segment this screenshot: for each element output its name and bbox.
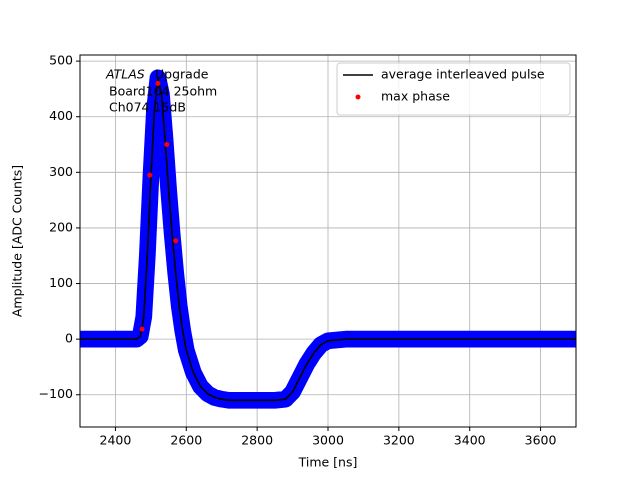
y-axis-label: Amplitude [ADC Counts] xyxy=(10,165,25,317)
y-tick-label: 100 xyxy=(49,275,73,290)
legend: average interleaved pulse max phase xyxy=(336,62,571,116)
annotation-line: Ch074 15dB xyxy=(109,100,186,115)
data-point xyxy=(155,80,161,86)
plot-area xyxy=(80,69,576,409)
y-tick-label: 200 xyxy=(49,219,73,234)
data-point xyxy=(164,142,170,148)
legend-label: average interleaved pulse xyxy=(381,67,545,82)
legend-box xyxy=(336,62,571,116)
x-axis-label: Time [ns] xyxy=(298,455,358,470)
y-tick-label: 300 xyxy=(49,164,73,179)
annotation-line: Upgrade xyxy=(155,67,209,82)
legend-marker xyxy=(355,94,361,100)
y-tick-label: −100 xyxy=(39,386,73,401)
y-tick-label: 500 xyxy=(49,53,73,68)
x-tick-label: 3200 xyxy=(383,433,415,448)
x-tick-label: 2400 xyxy=(100,433,132,448)
line xyxy=(80,76,576,402)
x-tick-label: 3000 xyxy=(312,433,344,448)
x-tick-label: 2800 xyxy=(241,433,273,448)
data-point xyxy=(139,326,145,332)
x-tick-label: 3400 xyxy=(454,433,486,448)
annotation-line: Board104 25ohm xyxy=(109,84,217,99)
y-tick-label: 0 xyxy=(65,331,73,346)
x-tick-label: 3600 xyxy=(525,433,557,448)
plot-frame xyxy=(79,54,577,428)
data-point xyxy=(173,238,179,244)
annotation-italic: ATLAS xyxy=(105,67,145,82)
legend-label: max phase xyxy=(381,89,450,104)
x-tick-label: 2600 xyxy=(170,433,202,448)
data-point xyxy=(147,172,153,178)
y-tick-label: 400 xyxy=(49,108,73,123)
